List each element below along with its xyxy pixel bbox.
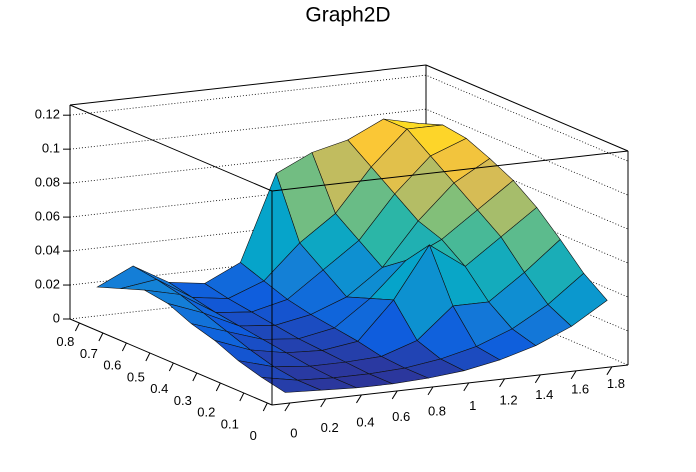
box-edge xyxy=(69,64,427,106)
surface-cell xyxy=(261,377,322,393)
x-tick-label: 0 xyxy=(290,426,297,441)
box-edge xyxy=(425,64,629,152)
grid-line xyxy=(69,278,629,366)
x-tick-label: 1.2 xyxy=(500,393,518,408)
x-tick-label: 1.4 xyxy=(535,387,553,402)
grid-line xyxy=(69,108,629,196)
y-tick xyxy=(168,362,174,372)
y-axis xyxy=(69,318,273,406)
x-tick xyxy=(284,402,291,412)
x-tick xyxy=(391,390,398,400)
x-tick-label: 1 xyxy=(469,398,476,413)
grid-line xyxy=(69,74,629,162)
y-tick-label: 0.5 xyxy=(127,369,145,384)
z-tick-label: 0.06 xyxy=(35,209,60,224)
z-tick-label: 0 xyxy=(53,310,60,325)
y-tick xyxy=(192,372,198,382)
y-tick-label: 0.6 xyxy=(103,358,121,373)
x-tick xyxy=(463,382,470,392)
y-tick-label: 0.2 xyxy=(197,405,215,420)
x-tick-label: 0.8 xyxy=(428,404,446,419)
grid-line xyxy=(69,142,629,230)
x-tick-label: 0.2 xyxy=(321,420,339,435)
x-tick-label: 1.8 xyxy=(607,376,625,391)
x-tick-label: 0.6 xyxy=(392,409,410,424)
x-tick xyxy=(534,374,541,384)
box-edge xyxy=(271,150,629,192)
x-tick xyxy=(427,386,434,396)
chart-title: Graph2D xyxy=(305,4,390,27)
x-tick-label: 1.6 xyxy=(571,381,589,396)
y-tick xyxy=(215,382,221,392)
x-tick-label: 0.4 xyxy=(356,415,374,430)
x-tick xyxy=(499,378,505,388)
y-tick xyxy=(239,392,245,402)
y-tick xyxy=(262,402,268,412)
z-tick-label: 0.12 xyxy=(35,107,60,122)
grid-line xyxy=(69,176,629,264)
box-edge xyxy=(69,104,273,192)
x-tick xyxy=(606,366,613,376)
y-tick-label: 0.7 xyxy=(80,346,98,361)
y-tick xyxy=(74,322,80,332)
z-tick-label: 0.04 xyxy=(35,243,60,258)
y-tick xyxy=(98,332,104,342)
x-tick xyxy=(570,370,577,380)
y-tick-label: 0.8 xyxy=(56,334,74,349)
z-tick-label: 0.1 xyxy=(42,141,60,156)
y-tick xyxy=(121,342,127,352)
y-tick-label: 0 xyxy=(250,428,257,443)
y-tick xyxy=(145,352,151,362)
y-tick-label: 0.1 xyxy=(221,416,239,431)
x-tick xyxy=(320,398,327,408)
x-axis xyxy=(271,364,629,406)
y-tick-label: 0.3 xyxy=(174,393,192,408)
z-tick-label: 0.02 xyxy=(35,276,60,291)
x-tick xyxy=(356,394,362,404)
z-tick-label: 0.08 xyxy=(35,175,60,190)
y-tick-label: 0.4 xyxy=(150,381,168,396)
